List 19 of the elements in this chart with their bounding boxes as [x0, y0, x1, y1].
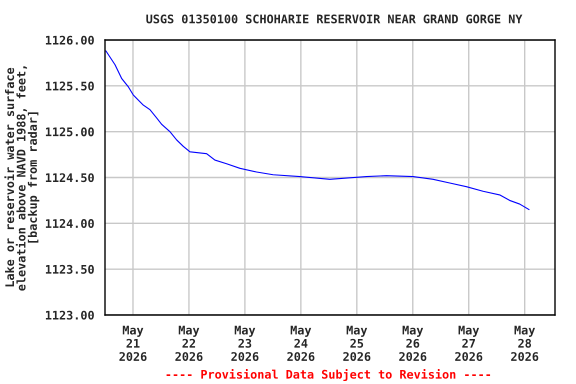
y-axis-title: Lake or reservoir water surface elevation above NAVD 1988, feet, [backup from radar]	[4, 66, 40, 291]
y-tick-label: 1125.50	[46, 82, 94, 90]
x-tick-label: May 28 2026	[511, 326, 538, 362]
line-series	[105, 50, 530, 210]
x-tick-label: May 27 2026	[455, 326, 482, 362]
x-tick-label: May 22 2026	[175, 326, 203, 362]
y-tick-label: 1125.00	[46, 127, 94, 136]
y-tick-label: 1124.50	[46, 173, 94, 182]
y-tick-label: 1123.00	[46, 310, 94, 320]
y-tick-label: 1126.00	[46, 36, 94, 45]
x-tick-label: May 26 2026	[399, 326, 426, 362]
y-tick-label: 1124.00	[46, 219, 94, 228]
x-tick-label: May 25 2026	[343, 326, 370, 362]
x-tick-label: May 23 2026	[231, 326, 258, 362]
y-tick-label: 1123.50	[46, 264, 94, 274]
x-tick-label: May 21 2026	[119, 326, 147, 362]
x-tick-label: May 24 2026	[287, 326, 314, 362]
chart-title: USGS 01350100 SCHOHARIE RESERVOIR NEAR GRAND GORGE NY	[146, 14, 522, 24]
text: ---- Provisional Data Subject to Revision ----	[166, 368, 490, 382]
